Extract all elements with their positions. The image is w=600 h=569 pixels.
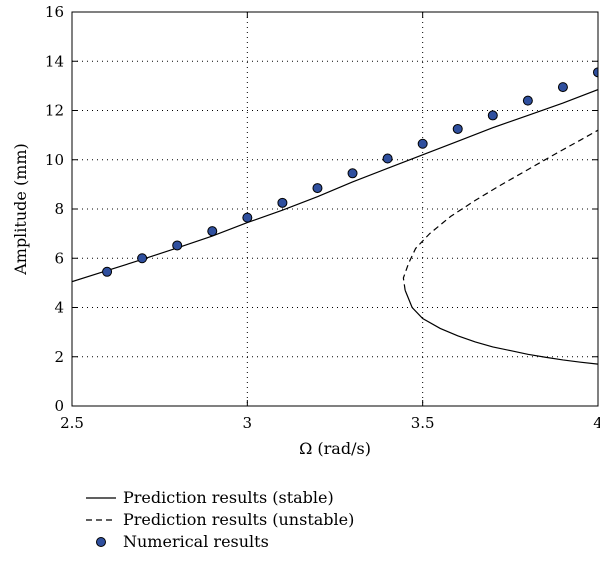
numerical-point (242, 212, 253, 223)
y-tick-label: 0 (54, 397, 64, 415)
numerical-point (382, 153, 393, 164)
x-axis-label: Ω (rad/s) (299, 439, 371, 458)
numerical-point (207, 226, 218, 237)
numerical-point (312, 183, 323, 194)
y-tick-label: 14 (45, 52, 64, 70)
unstable-branch-line (402, 129, 598, 291)
numerical-point (452, 123, 463, 134)
legend-marker (96, 537, 106, 547)
legend-label: Prediction results (stable) (123, 488, 334, 507)
numerical-point (487, 110, 498, 121)
numerical-point (522, 95, 533, 106)
numerical-point (593, 67, 598, 78)
legend: Prediction results (stable) Prediction re… (86, 488, 354, 551)
numerical-point (347, 168, 358, 179)
y-tick-label: 2 (54, 348, 64, 366)
legend-label: Numerical results (123, 532, 269, 551)
plot-frame (71, 11, 599, 407)
numerical-point (277, 197, 288, 208)
grid (72, 12, 598, 406)
plot-area (72, 67, 598, 365)
numerical-point (102, 266, 113, 277)
y-tick-label: 12 (45, 102, 64, 120)
numerical-point (557, 82, 568, 93)
y-tick-label: 8 (54, 200, 64, 218)
y-tick-label: 16 (45, 3, 64, 21)
y-tick-label: 4 (54, 299, 64, 317)
numerical-point (137, 253, 148, 264)
y-axis-label: Amplitude (mm) (11, 143, 30, 276)
y-tick-label: 6 (54, 249, 64, 267)
x-tick-label: 4 (593, 414, 600, 432)
x-tick-label: 3 (243, 414, 253, 432)
axis-ticks: 2.5 3 3.5 4 0 2 4 6 8 10 12 14 16 (45, 3, 600, 432)
stable-branch-line (72, 89, 598, 283)
x-tick-label: 2.5 (60, 414, 84, 432)
numerical-point (172, 240, 183, 251)
y-tick-label: 10 (45, 151, 64, 169)
x-tick-label: 3.5 (411, 414, 435, 432)
stable-branch-line (404, 290, 598, 365)
numerical-point (417, 138, 428, 149)
legend-label: Prediction results (unstable) (123, 510, 354, 529)
